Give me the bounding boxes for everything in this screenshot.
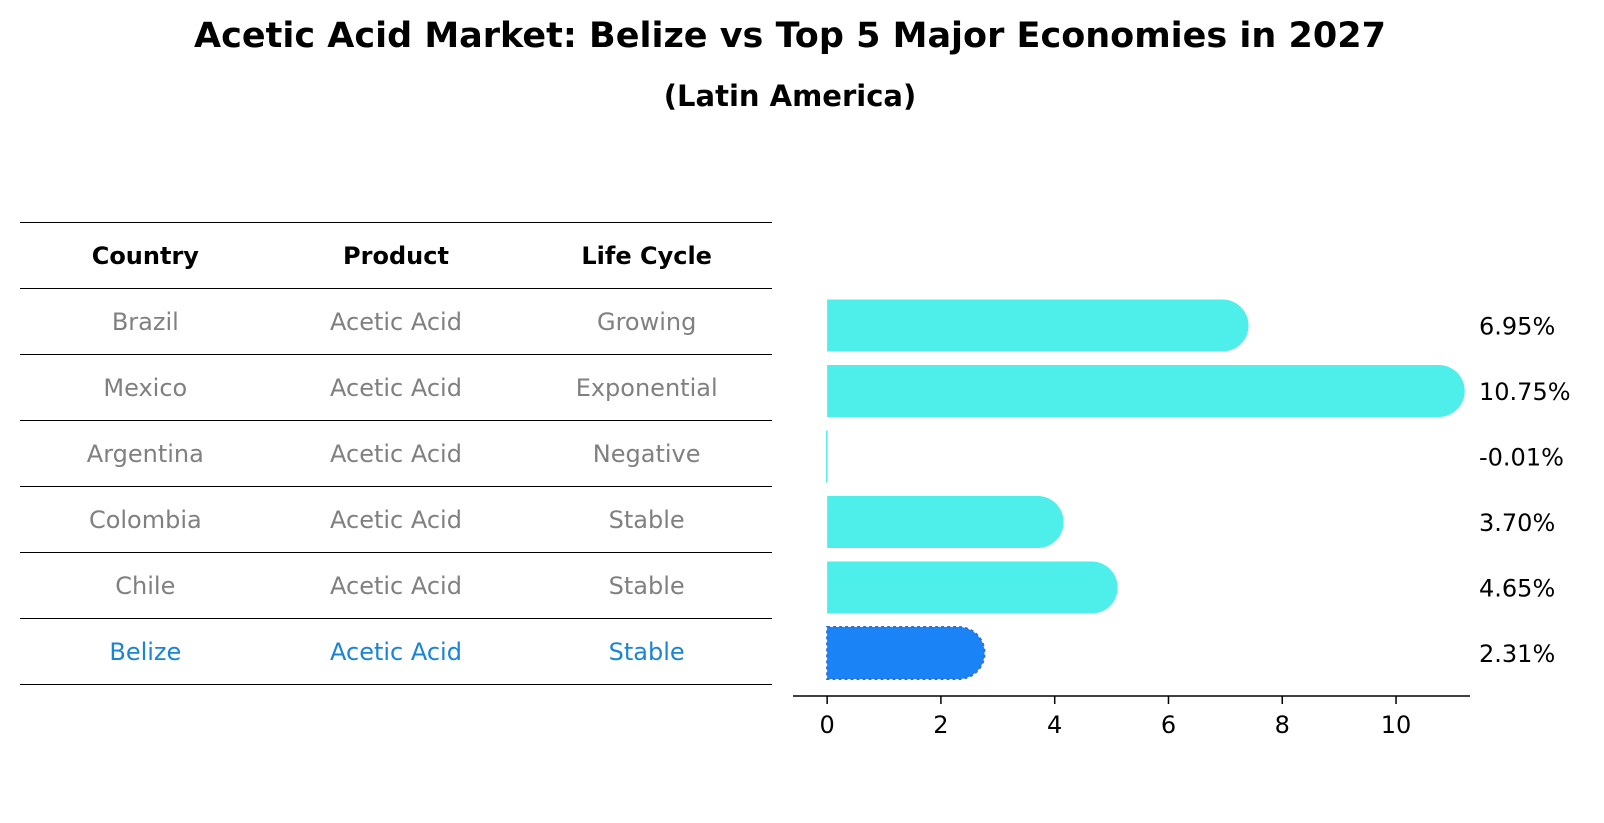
x-tick-label: 10 bbox=[1381, 711, 1412, 739]
cell-product: Acetic Acid bbox=[270, 552, 522, 619]
cell-country: Brazil bbox=[20, 288, 271, 355]
x-ticks-layer: 0 2 4 6 8 10 bbox=[819, 696, 1411, 739]
value-label: 6.95% bbox=[1479, 313, 1555, 341]
cell-product: Acetic Acid bbox=[270, 420, 522, 487]
cell-life-cycle: Growing bbox=[521, 288, 772, 355]
data-table: Country Product Life Cycle Brazil Acetic… bbox=[20, 222, 772, 685]
cell-life-cycle: Stable bbox=[521, 486, 772, 553]
chart-subtitle: (Latin America) bbox=[663, 79, 917, 113]
cell-country: Belize bbox=[20, 618, 271, 685]
cell-product: Acetic Acid bbox=[270, 288, 522, 355]
cell-life-cycle: Stable bbox=[521, 618, 772, 685]
cell-country: Colombia bbox=[20, 486, 271, 553]
bar bbox=[827, 561, 1118, 614]
cell-country: Argentina bbox=[20, 420, 271, 487]
value-labels-layer: 6.95% 10.75% -0.01% 3.70% 4.65% 2.31% bbox=[1479, 313, 1571, 669]
value-label: -0.01% bbox=[1479, 444, 1564, 472]
header-country: Country bbox=[20, 222, 271, 289]
cell-country: Chile bbox=[20, 552, 271, 619]
cell-life-cycle: Negative bbox=[521, 420, 772, 487]
table-row: Mexico Acetic Acid Exponential bbox=[20, 354, 772, 421]
table-row: Colombia Acetic Acid Stable bbox=[20, 486, 772, 553]
table-row-highlighted: Belize Acetic Acid Stable bbox=[20, 618, 772, 685]
value-label: 10.75% bbox=[1479, 378, 1571, 406]
bars-layer bbox=[826, 299, 1465, 680]
value-label: 3.70% bbox=[1479, 509, 1555, 537]
cell-product: Acetic Acid bbox=[270, 354, 522, 421]
cell-country: Mexico bbox=[20, 354, 271, 421]
table-header-row: Country Product Life Cycle bbox=[20, 222, 772, 289]
header-life-cycle: Life Cycle bbox=[521, 222, 772, 289]
cell-product: Acetic Acid bbox=[270, 486, 522, 553]
table-row: Chile Acetic Acid Stable bbox=[20, 552, 772, 619]
cell-life-cycle: Stable bbox=[521, 552, 772, 619]
bar bbox=[827, 299, 1249, 352]
bar bbox=[827, 496, 1064, 548]
header-product: Product bbox=[270, 222, 522, 289]
x-tick-label: 6 bbox=[1161, 711, 1176, 739]
cell-product: Acetic Acid bbox=[270, 618, 522, 685]
x-tick-label: 2 bbox=[933, 711, 948, 739]
x-tick-label: 0 bbox=[819, 711, 834, 739]
x-tick-label: 4 bbox=[1047, 711, 1062, 739]
table-row: Argentina Acetic Acid Negative bbox=[20, 420, 772, 487]
chart-title: Acetic Acid Market: Belize vs Top 5 Majo… bbox=[194, 16, 1386, 56]
bar bbox=[827, 365, 1465, 417]
table-row: Brazil Acetic Acid Growing bbox=[20, 288, 772, 355]
bar bbox=[826, 430, 828, 483]
bar-highlighted bbox=[826, 626, 986, 680]
value-label: 2.31% bbox=[1479, 640, 1555, 668]
x-tick-label: 8 bbox=[1275, 711, 1290, 739]
cell-life-cycle: Exponential bbox=[521, 354, 772, 421]
value-label: 4.65% bbox=[1479, 575, 1555, 603]
